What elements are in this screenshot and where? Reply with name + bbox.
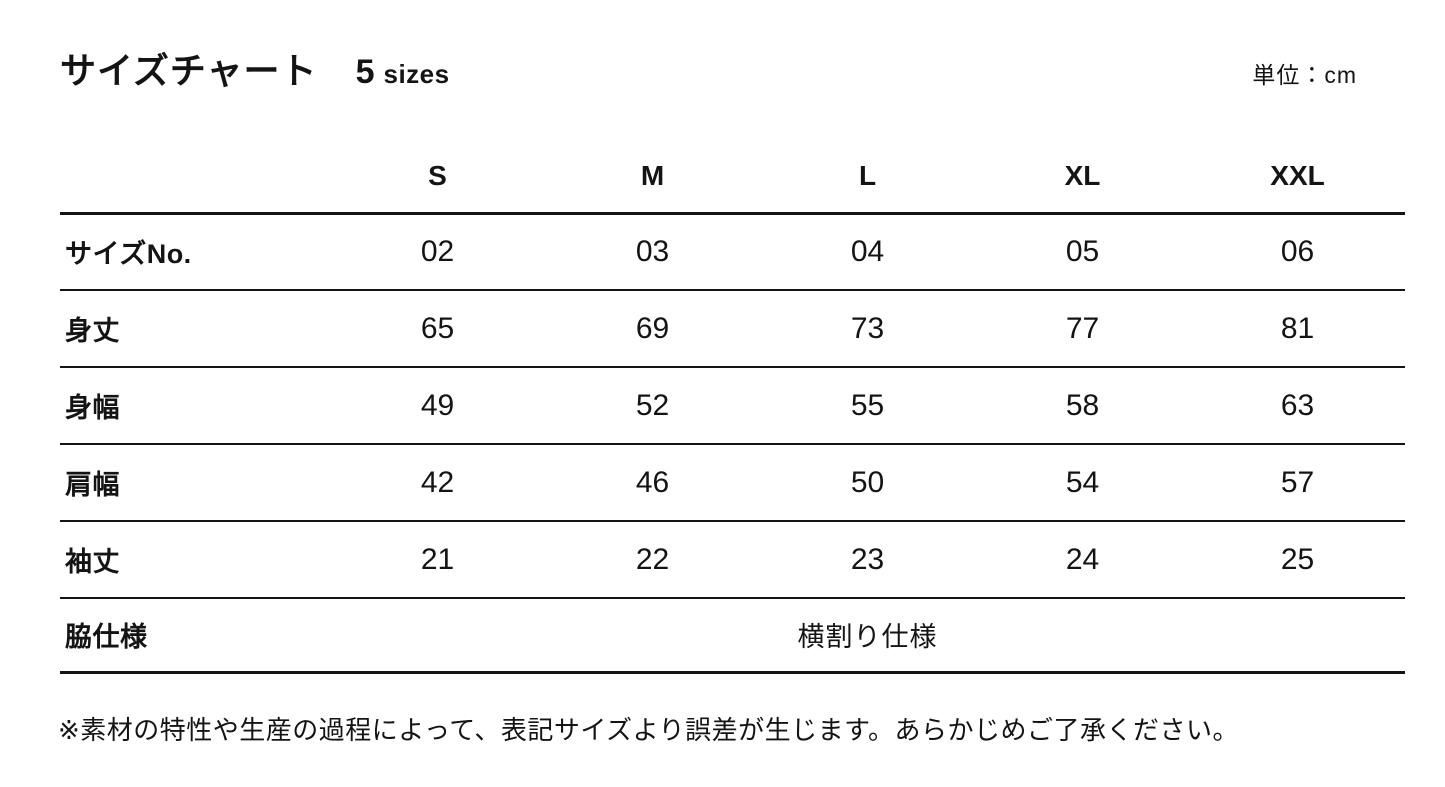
value-cell: 02 xyxy=(420,234,455,268)
corner-cell xyxy=(60,140,330,213)
value-cell: 58 xyxy=(1065,388,1100,422)
row-label: 身丈 xyxy=(65,316,120,346)
value-cell: 06 xyxy=(1280,234,1315,268)
row-body-length: 身丈 65 69 73 77 81 xyxy=(60,290,1405,367)
header: サイズチャート 5 sizes 単位：cm xyxy=(60,42,1357,94)
value-cell: 54 xyxy=(1065,465,1100,499)
row-label: 身幅 xyxy=(65,393,120,423)
value-cell: 49 xyxy=(420,388,455,422)
value-cell: 52 xyxy=(635,388,670,422)
value-cell: 57 xyxy=(1280,465,1315,499)
value-cell: 77 xyxy=(1065,311,1100,345)
value-cell: 81 xyxy=(1280,311,1315,345)
row-size-no: サイズNo. 02 03 04 05 06 xyxy=(60,213,1405,290)
page-title: サイズチャート xyxy=(60,50,318,91)
value-cell: 25 xyxy=(1280,542,1315,576)
value-cell: 22 xyxy=(635,542,670,576)
value-cell: 46 xyxy=(635,465,670,499)
value-cell: 55 xyxy=(850,388,885,422)
row-sleeve-length: 袖丈 21 22 23 24 25 xyxy=(60,521,1405,598)
unit-label: 単位：cm xyxy=(1252,62,1357,88)
column-header-row: S M L XL XXL xyxy=(60,140,1405,213)
value-cell: 04 xyxy=(850,234,885,268)
value-cell: 42 xyxy=(420,465,455,499)
value-cell: 50 xyxy=(850,465,885,499)
value-cell: 24 xyxy=(1065,542,1100,576)
column-header-l: L xyxy=(858,159,877,191)
value-cell: 69 xyxy=(635,311,670,345)
value-cell: 05 xyxy=(1065,234,1100,268)
row-label: 脇仕様 xyxy=(65,622,148,653)
sizes-count-label: sizes xyxy=(383,59,450,89)
row-label: 肩幅 xyxy=(65,470,120,500)
value-cell: 21 xyxy=(420,542,455,576)
column-header-xxl: XXL xyxy=(1270,159,1325,191)
row-body-width: 身幅 49 52 55 58 63 xyxy=(60,367,1405,444)
row-label: サイズNo. xyxy=(65,239,192,270)
sizes-count: 5 xyxy=(355,53,375,91)
value-cell: 65 xyxy=(420,311,455,345)
size-chart-table: S M L XL XXL サイズNo. 02 03 04 05 06 身丈 65… xyxy=(60,140,1405,674)
footnote: ※素材の特性や生産の過程によって、表記サイズより誤差が生じます。あらかじめご了承… xyxy=(58,715,1240,745)
column-header-s: S xyxy=(428,159,447,191)
column-header-m: M xyxy=(640,159,665,191)
side-spec-value: 横割り仕様 xyxy=(797,622,938,653)
value-cell: 63 xyxy=(1280,388,1315,422)
column-header-xl: XL xyxy=(1064,159,1101,191)
value-cell: 73 xyxy=(850,311,885,345)
row-side-spec: 脇仕様 横割り仕様 xyxy=(60,598,1405,672)
value-cell: 03 xyxy=(635,234,670,268)
row-shoulder-width: 肩幅 42 46 50 54 57 xyxy=(60,444,1405,521)
value-cell: 23 xyxy=(850,542,885,576)
row-label: 袖丈 xyxy=(65,547,120,577)
